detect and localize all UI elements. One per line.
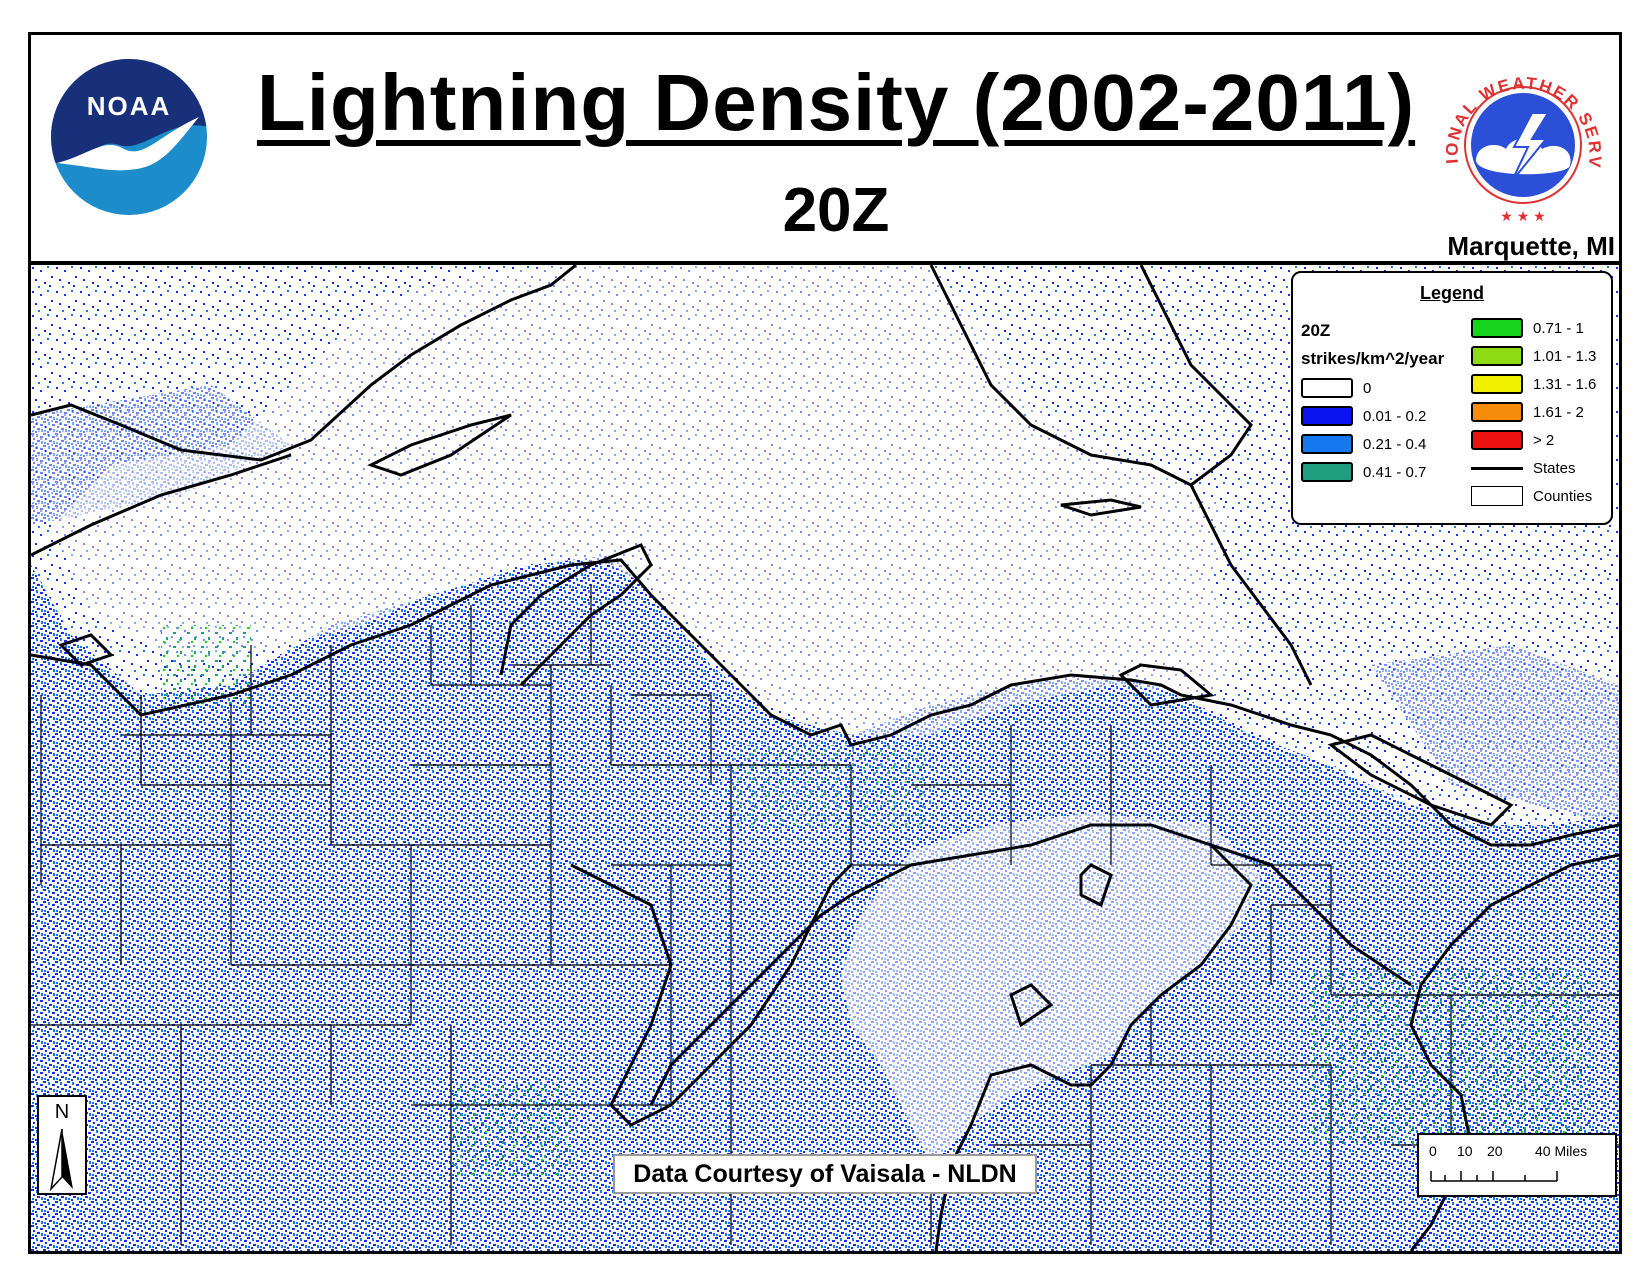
legend-swatch: [1471, 346, 1523, 366]
scale-tick-label: 0: [1429, 1143, 1437, 1159]
legend-item-counties: Counties: [1471, 485, 1592, 507]
data-credit: Data Courtesy of Vaisala - NLDN: [613, 1154, 1037, 1194]
legend-item: 1.31 - 1.6: [1471, 373, 1596, 395]
legend-item: 1.01 - 1.3: [1471, 345, 1596, 367]
legend-item-states: States: [1471, 457, 1576, 479]
legend-item: 0.41 - 0.7: [1301, 461, 1426, 483]
north-label: N: [54, 1101, 70, 1123]
legend-swatch: [1471, 402, 1523, 422]
legend-item: 1.61 - 2: [1471, 401, 1584, 423]
legend-time-label: 20Z: [1301, 321, 1331, 340]
scale-tick-label: 40 Miles: [1535, 1143, 1588, 1159]
legend-item: > 2: [1471, 429, 1554, 451]
map-frame: NOAA Lightning Density (2002-2011) 20Z N…: [28, 32, 1622, 1254]
state-line-swatch: [1471, 466, 1523, 470]
header: NOAA Lightning Density (2002-2011) 20Z N…: [31, 35, 1619, 265]
svg-text:★ ★ ★: ★ ★ ★: [1500, 208, 1545, 224]
legend-item: 0: [1301, 377, 1371, 399]
scale-bar: 0 10 20 40 Miles: [1417, 1133, 1617, 1197]
scale-ruler: [1430, 1171, 1558, 1182]
legend-item-label: States: [1533, 459, 1576, 477]
legend-swatch: [1471, 374, 1523, 394]
legend-item-label: > 2: [1533, 431, 1555, 449]
office-label: Marquette, MI: [1447, 231, 1615, 261]
lightning-density-map: [31, 265, 1619, 1251]
legend-item-label: 0.21 - 0.4: [1363, 435, 1427, 453]
map-title: Lightning Density (2002-2011): [256, 58, 1416, 147]
legend-swatch: [1471, 318, 1523, 338]
noaa-logo: NOAA: [51, 59, 207, 215]
legend-item: 0.01 - 0.2: [1301, 405, 1426, 427]
legend-item: 0.21 - 0.4: [1301, 433, 1426, 455]
legend-item-label: 0.01 - 0.2: [1363, 407, 1427, 425]
scale-tick-label: 10: [1457, 1143, 1473, 1159]
legend-swatch: [1301, 434, 1353, 454]
legend-item-label: Counties: [1533, 487, 1593, 505]
county-swatch: [1471, 486, 1523, 506]
legend-swatch: [1471, 430, 1523, 450]
legend-panel: Legend 20Z strikes/km^2/year 0 0.01 - 0.…: [1291, 271, 1613, 525]
legend-swatch: [1301, 406, 1353, 426]
svg-text:NOAA: NOAA: [87, 91, 172, 121]
legend-swatch: [1301, 462, 1353, 482]
legend-item: 0.71 - 1: [1471, 317, 1584, 339]
north-arrow-icon: [49, 1129, 73, 1191]
legend-item-label: 0.41 - 0.7: [1363, 463, 1427, 481]
nws-logo: NATIONAL WEATHER SERVICE ★ ★ ★: [1436, 53, 1603, 224]
legend-item-label: 0: [1363, 379, 1372, 397]
legend-item-label: 0.71 - 1: [1533, 319, 1584, 337]
scale-tick-label: 20: [1487, 1143, 1503, 1159]
legend-item-label: 1.31 - 1.6: [1533, 375, 1597, 393]
legend-units-label: strikes/km^2/year: [1301, 349, 1445, 368]
legend-swatch: [1301, 378, 1353, 398]
legend-item-label: 1.01 - 1.3: [1533, 347, 1597, 365]
legend-title: Legend: [1419, 283, 1484, 303]
legend-item-label: 1.61 - 2: [1533, 403, 1584, 421]
map-subtitle: 20Z: [782, 176, 890, 245]
north-arrow: N: [37, 1095, 87, 1195]
